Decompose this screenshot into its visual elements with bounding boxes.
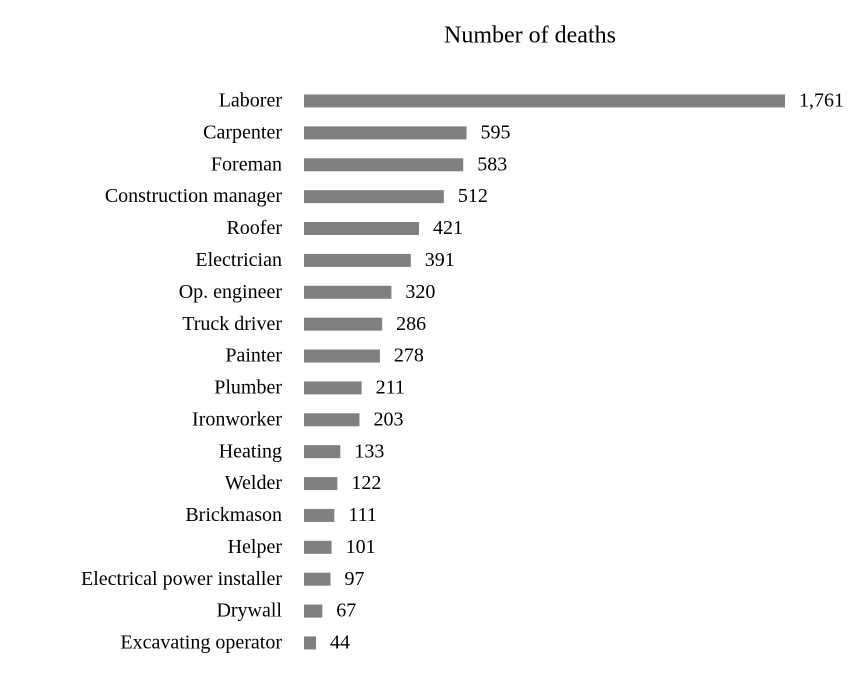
value-label: 320 [405, 281, 435, 303]
y-tick-label: Construction manager [105, 185, 283, 207]
value-label: 512 [458, 185, 488, 207]
bar [304, 636, 317, 650]
y-tick-label: Painter [225, 345, 282, 367]
bar [304, 445, 341, 459]
y-tick-label: Carpenter [203, 121, 282, 143]
bar [304, 94, 785, 108]
value-label: 583 [477, 153, 507, 175]
bar [304, 604, 323, 618]
y-tick-label: Foreman [211, 153, 282, 175]
y-tick-label: Brickmason [185, 504, 282, 526]
bar [304, 158, 464, 172]
bar [304, 285, 392, 299]
bar [304, 222, 419, 236]
value-label: 97 [344, 568, 364, 590]
bar [304, 540, 332, 554]
chart-title: Number of deaths [444, 23, 616, 49]
bar [304, 349, 380, 363]
value-label: 203 [373, 408, 403, 430]
bar [304, 317, 383, 331]
y-tick-label: Helper [228, 536, 283, 558]
y-tick-label: Ironworker [192, 408, 282, 430]
y-tick-label: Plumber [214, 377, 282, 399]
bar [304, 413, 360, 427]
bar [304, 381, 362, 395]
value-label: 391 [425, 249, 455, 271]
value-label: 278 [394, 345, 424, 367]
value-label: 595 [481, 121, 511, 143]
bar [304, 477, 338, 491]
y-tick-label: Drywall [216, 600, 282, 622]
value-label: 421 [433, 217, 463, 239]
y-tick-label: Welder [225, 472, 283, 494]
value-label: 101 [346, 536, 376, 558]
value-label: 67 [336, 600, 356, 622]
value-label: 286 [396, 313, 426, 335]
y-tick-label: Electrical power installer [81, 568, 282, 590]
y-tick-label: Truck driver [182, 313, 282, 335]
value-label: 44 [330, 632, 350, 654]
value-label: 122 [351, 472, 381, 494]
bar [304, 253, 411, 267]
y-tick-label: Laborer [219, 90, 283, 112]
bar [304, 126, 467, 140]
y-tick-label: Roofer [226, 217, 282, 239]
value-label: 1,761 [799, 90, 844, 112]
y-tick-label: Heating [219, 440, 282, 462]
value-label: 111 [348, 504, 377, 526]
y-tick-label: Electrician [195, 249, 282, 271]
bar [304, 508, 335, 522]
bar [304, 572, 331, 586]
value-label: 133 [354, 440, 384, 462]
y-tick-label: Excavating operator [120, 632, 282, 654]
bar [304, 190, 444, 204]
y-tick-label: Op. engineer [179, 281, 283, 303]
value-label: 211 [376, 377, 405, 399]
